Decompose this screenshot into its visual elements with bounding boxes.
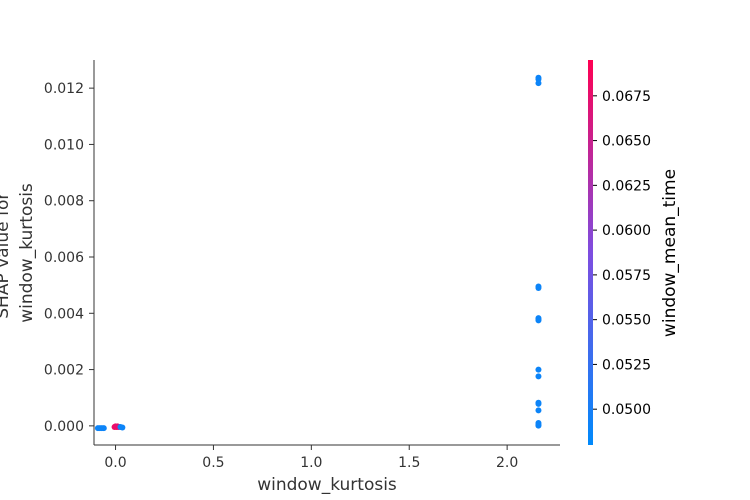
y-tick-label: 0.010 xyxy=(44,137,84,153)
y-tick-label: 0.006 xyxy=(44,250,84,266)
x-tick-label: 1.5 xyxy=(398,455,420,471)
data-point xyxy=(535,366,542,373)
x-tick-label: 0.0 xyxy=(104,455,126,471)
y-tick-label: 0.002 xyxy=(44,363,84,379)
y-tick-label: 0.008 xyxy=(44,194,84,210)
y-axis-title-line-1: SHAP value for xyxy=(0,193,13,319)
colorbar-tick-label: 0.0650 xyxy=(602,134,651,150)
x-ticks: 0.0 0.5 1.0 1.5 2.0 xyxy=(104,445,518,471)
y-ticks: 0.000 0.002 0.004 0.006 0.008 0.010 0.012 xyxy=(44,81,94,435)
x-axis-title: window_kurtosis xyxy=(257,475,397,495)
y-tick-label: 0.000 xyxy=(44,419,84,435)
data-points xyxy=(94,74,542,432)
colorbar-tick-label: 0.0550 xyxy=(602,313,651,329)
y-tick-label: 0.012 xyxy=(44,81,84,97)
colorbar-tick-label: 0.0500 xyxy=(602,402,651,418)
y-axis-title-line-2: window_kurtosis xyxy=(17,183,37,323)
data-point xyxy=(535,422,542,429)
x-tick-label: 1.0 xyxy=(300,455,322,471)
colorbar-ticks: 0.0500 0.0525 0.0550 0.0575 0.0600 0.0625 0.06… xyxy=(593,89,651,418)
data-point xyxy=(535,317,542,324)
colorbar-gradient xyxy=(588,60,593,445)
colorbar-tick-label: 0.0600 xyxy=(602,223,651,239)
data-point xyxy=(535,407,542,414)
data-point xyxy=(535,80,542,87)
x-tick-label: 2.0 xyxy=(496,455,518,471)
colorbar-tick-label: 0.0625 xyxy=(602,178,651,194)
colorbar-title: window_mean_time xyxy=(660,169,680,337)
data-point xyxy=(535,400,542,407)
colorbar-tick-label: 0.0575 xyxy=(602,268,651,284)
data-point xyxy=(535,373,542,380)
data-point xyxy=(119,424,126,431)
colorbar-tick-label: 0.0675 xyxy=(602,89,651,105)
data-point xyxy=(535,284,542,291)
colorbar-tick-label: 0.0525 xyxy=(602,357,651,373)
colorbar: 0.0500 0.0525 0.0550 0.0575 0.0600 0.0625 0.06… xyxy=(588,60,680,445)
y-axis-title: SHAP value for window_kurtosis xyxy=(0,183,37,323)
y-tick-label: 0.004 xyxy=(44,306,84,322)
data-point xyxy=(100,425,107,432)
plot-area: 0.0 0.5 1.0 1.5 2.0 0.0000.0020.0040.0060.00… xyxy=(44,60,560,471)
x-tick-label: 0.5 xyxy=(202,455,224,471)
